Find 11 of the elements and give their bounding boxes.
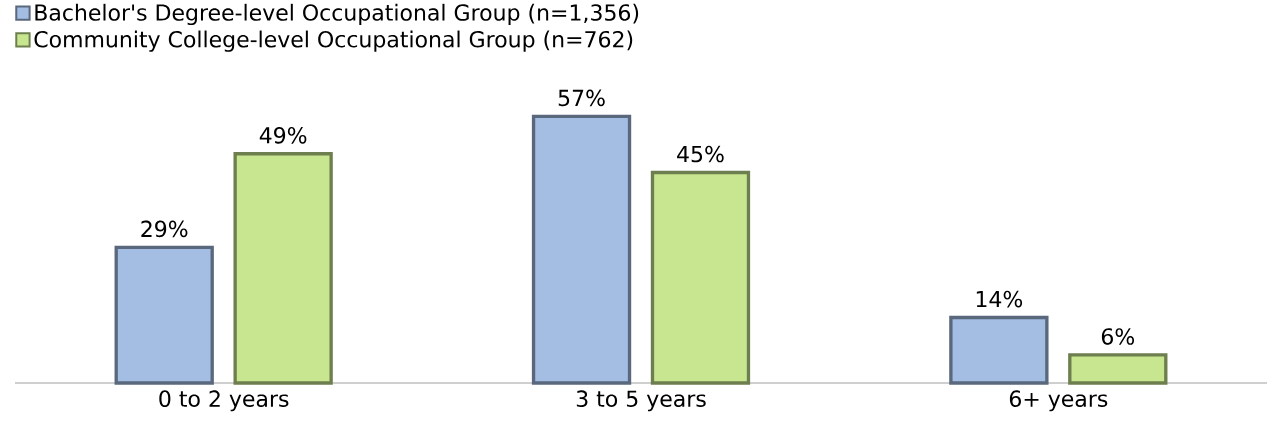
x-tick-label: 6+ years bbox=[1009, 390, 1108, 412]
data-label: 14% bbox=[976, 290, 1023, 308]
data-label: 45% bbox=[677, 145, 724, 163]
data-label: 57% bbox=[558, 89, 605, 107]
data-label: 49% bbox=[259, 127, 307, 144]
data-label: 6% bbox=[1101, 328, 1135, 345]
x-tick-label: 3 to 5 years bbox=[576, 390, 706, 412]
x-tick-label: 0 to 2 years bbox=[159, 390, 289, 412]
legend-label: Community College-level Occupational Group (n=762) bbox=[34, 30, 633, 52]
data-label: 29% bbox=[141, 220, 188, 238]
legend-label: Bachelor's Degree-level Occupational Group (n=1,356) bbox=[35, 3, 639, 26]
